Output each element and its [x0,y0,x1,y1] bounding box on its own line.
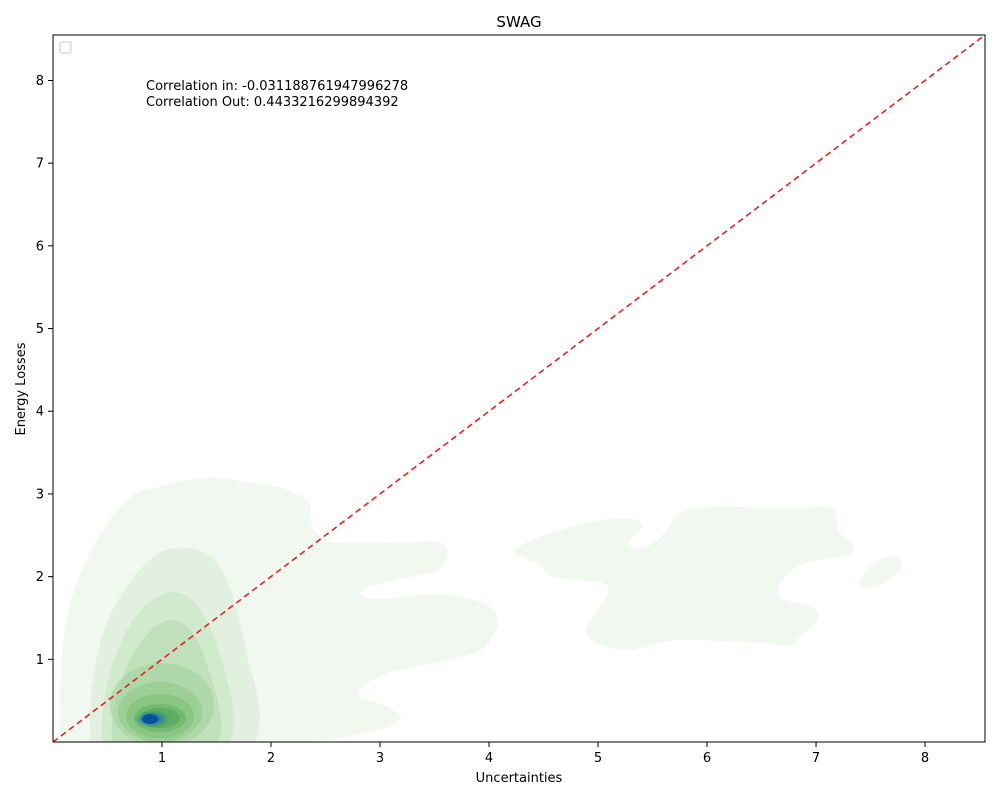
x-tick-label: 3 [376,751,384,766]
legend-box [59,41,72,54]
density-contour-island-1 [512,506,854,651]
x-tick-label: 1 [158,751,166,766]
y-axis: 1 2 3 4 5 6 7 8 [36,74,53,668]
y-tick-label: 5 [36,322,44,337]
density-contour-island-2 [858,555,902,589]
y-axis-label: Energy Losses [14,342,29,435]
y-tick-label: 2 [36,570,44,585]
plot-frame [52,34,986,743]
y-tick-label: 3 [36,487,44,502]
x-tick-label: 7 [812,751,820,766]
x-tick-label: 4 [485,751,493,766]
y-tick-label: 6 [36,239,44,254]
chart-title: SWAG [496,13,541,31]
x-axis-label: Uncertainties [476,771,563,786]
x-axis: 1 2 3 4 5 6 7 8 [158,742,929,766]
y-tick-label: 1 [36,653,44,668]
plot-area [53,35,985,742]
density-peak-core [142,714,158,724]
reference-line-diagonal [53,35,985,742]
y-tick-label: 8 [36,74,44,89]
y-tick-label: 4 [36,405,44,420]
x-tick-label: 8 [921,751,929,766]
x-tick-label: 5 [594,751,602,766]
x-tick-label: 6 [703,751,711,766]
annotation-correlation-out: Correlation Out: 0.4433216299894392 [146,95,399,110]
x-tick-label: 2 [267,751,275,766]
y-tick-label: 7 [36,157,44,172]
annotation-correlation-in: Correlation in: -0.031188761947996278 [146,79,408,94]
